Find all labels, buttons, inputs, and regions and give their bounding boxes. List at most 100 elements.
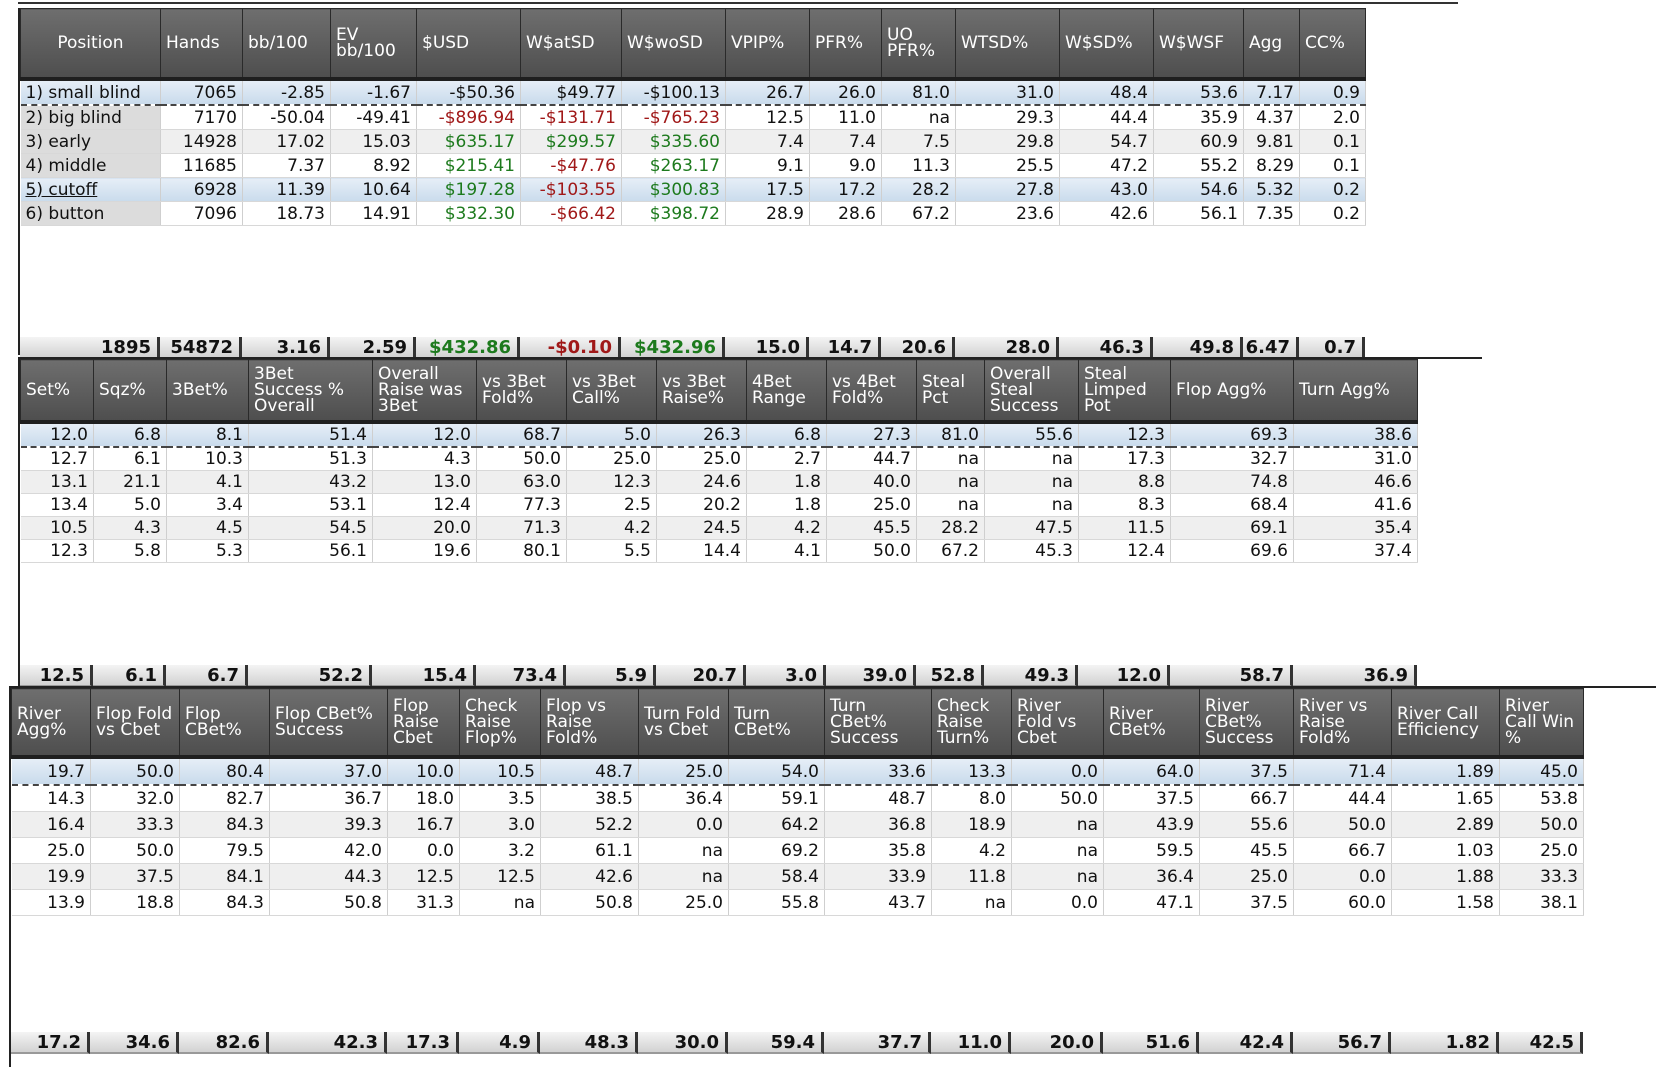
column-header-vs-3bet-call[interactable]: vs 3Bet Call% <box>566 359 657 424</box>
table-cell: 38.5 <box>540 785 639 812</box>
table-row[interactable]: 12.3 5.8 5.3 56.1 19.6 80.1 5.5 14.4 4.1 50.0 67.2… <box>20 539 1418 563</box>
table-cell: 12.4 <box>1078 539 1171 563</box>
column-header-hands[interactable]: Hands <box>160 8 243 81</box>
table-row[interactable]: 25.0 50.0 79.5 42.0 0.0 3.2 61.1 na 69.2 35.8 4.2 n… <box>11 837 1584 864</box>
total-cell: 3.0 <box>746 665 826 687</box>
table-cell: 66.7 <box>1199 785 1294 812</box>
column-header-wtsd[interactable]: WTSD% <box>955 8 1060 81</box>
column-header-river-call-efficiency[interactable]: River Call Efficiency <box>1391 688 1500 759</box>
column-header-pfr[interactable]: PFR% <box>809 8 882 81</box>
window-top-border <box>18 2 1458 4</box>
column-header-vs-3bet-fold[interactable]: vs 3Bet Fold% <box>476 359 567 424</box>
table-row[interactable]: 10.5 4.3 4.5 54.5 20.0 71.3 4.2 24.5 4.2 45.5 28.2… <box>20 516 1418 540</box>
table-cell: 16.7 <box>387 811 460 838</box>
column-header-overall-raise-was-3bet[interactable]: Overall Raise was 3Bet <box>372 359 477 424</box>
column-header-steal-pct[interactable]: Steal Pct <box>916 359 985 424</box>
table-cell: 71.4 <box>1293 757 1392 786</box>
column-header-turn-fold-vs-cbet[interactable]: Turn Fold vs Cbet <box>638 688 729 759</box>
column-header-flop-raise-cbet[interactable]: Flop Raise Cbet <box>387 688 460 759</box>
column-header-set[interactable]: Set% <box>20 359 94 424</box>
column-header-check-raise-turn[interactable]: Check Raise Turn% <box>931 688 1012 759</box>
column-header-w-sd[interactable]: W$SD% <box>1059 8 1154 81</box>
column-header-turn-cbet[interactable]: Turn CBet% <box>728 688 825 759</box>
column-header-overall-steal-success[interactable]: Overall Steal Success <box>984 359 1079 424</box>
table-cell: 44.7 <box>826 447 917 471</box>
table-cell: 41.6 <box>1293 493 1418 517</box>
table-cell: 13.9 <box>11 889 91 916</box>
column-header-w-wosd[interactable]: W$woSD <box>621 8 726 81</box>
total-cell: $432.96 <box>621 337 725 359</box>
table-cell: 0.1 <box>1299 129 1366 154</box>
table-cell: 16.4 <box>11 811 91 838</box>
table-cell: 43.7 <box>824 889 932 916</box>
table-cell: 11.5 <box>1078 516 1171 540</box>
table-cell: 64.0 <box>1103 757 1200 786</box>
column-header-vs-3bet-raise[interactable]: vs 3Bet Raise% <box>656 359 747 424</box>
column-header-river-call-win[interactable]: River Call Win % <box>1499 688 1584 759</box>
column-header-position[interactable]: Position <box>20 8 161 81</box>
table-row[interactable]: 2) big blind 7170 -50.04 -49.41 -$896.94 -$13… <box>20 105 1366 130</box>
column-header-check-raise-flop[interactable]: Check Raise Flop% <box>459 688 541 759</box>
column-header-4bet-range[interactable]: 4Bet Range <box>746 359 827 424</box>
table-cell: 37.4 <box>1293 539 1418 563</box>
table-row[interactable]: 5) cutoff 6928 11.39 10.64 $197.28 -$103.55 $3… <box>20 177 1366 202</box>
column-header-ev-bb-100[interactable]: EV bb/100 <box>330 8 417 81</box>
column-header-usd[interactable]: $USD <box>416 8 521 81</box>
column-header-flop-vs-raise-fold[interactable]: Flop vs Raise Fold% <box>540 688 639 759</box>
table-cell: 28.2 <box>916 516 985 540</box>
column-header-river-cbet-success[interactable]: River CBet% Success <box>1199 688 1294 759</box>
total-cell: 15.0 <box>725 337 809 359</box>
column-header-flop-agg[interactable]: Flop Agg% <box>1170 359 1294 424</box>
table-row[interactable]: 13.1 21.1 4.1 43.2 13.0 63.0 12.3 24.6 1.8 40.0 na… <box>20 470 1418 494</box>
table-row[interactable]: 13.9 18.8 84.3 50.8 31.3 na 50.8 25.0 55.8 43.7 na… <box>11 889 1584 916</box>
table-cell: 50.0 <box>1011 785 1104 812</box>
column-header-w-wsf[interactable]: W$WSF <box>1153 8 1244 81</box>
table-cell: 12.0 <box>20 422 94 448</box>
table-cell: $263.17 <box>621 153 726 178</box>
column-header-sqz[interactable]: Sqz% <box>93 359 167 424</box>
column-header-turn-agg[interactable]: Turn Agg% <box>1293 359 1418 424</box>
total-cell: 12.5 <box>20 665 93 687</box>
total-cell: 54872 <box>160 337 242 359</box>
column-header-agg[interactable]: Agg <box>1243 8 1300 81</box>
column-header-flop-cbet-success[interactable]: Flop CBet% Success <box>269 688 388 759</box>
position-stats-table: Position Hands bb/100 EV bb/100 $USD W$atSD W$… <box>20 8 1366 226</box>
table-cell: 28.9 <box>725 201 810 226</box>
column-header-flop-cbet[interactable]: Flop CBet% <box>179 688 270 759</box>
column-header-3bet-success-overall[interactable]: 3Bet Success % Overall <box>248 359 373 424</box>
table-row[interactable]: 12.0 6.8 8.1 51.4 12.0 68.7 5.0 26.3 6.8 27.3 81.0… <box>20 422 1418 448</box>
column-header-cc[interactable]: CC% <box>1299 8 1366 81</box>
table-row[interactable]: 12.7 6.1 10.3 51.3 4.3 50.0 25.0 25.0 2.7 44.7 na n… <box>20 447 1418 471</box>
table-row[interactable]: 19.9 37.5 84.1 44.3 12.5 12.5 42.6 na 58.4 33.9 11… <box>11 863 1584 890</box>
column-header-flop-fold-vs-cbet[interactable]: Flop Fold vs Cbet <box>90 688 180 759</box>
column-header-3bet[interactable]: 3Bet% <box>166 359 249 424</box>
table-cell: 1.8 <box>746 493 827 517</box>
table-cell: 12.3 <box>20 539 94 563</box>
column-header-river-vs-raise-fold[interactable]: River vs Raise Fold% <box>1293 688 1392 759</box>
table-row[interactable]: 4) middle 11685 7.37 8.92 $215.41 -$47.76 $263… <box>20 153 1366 178</box>
table-cell: -$131.71 <box>520 105 622 130</box>
table-cell: 1.8 <box>746 470 827 494</box>
table-row[interactable]: 19.7 50.0 80.4 37.0 10.0 10.5 48.7 25.0 54.0 33.6… <box>11 757 1584 786</box>
table-row[interactable]: 14.3 32.0 82.7 36.7 18.0 3.5 38.5 36.4 59.1 48.7 8… <box>11 785 1584 812</box>
table-cell: 43.9 <box>1103 811 1200 838</box>
table-row[interactable]: 1) small blind 7065 -2.85 -1.67 -$50.36 $49.7… <box>20 79 1366 106</box>
column-header-turn-cbet-success[interactable]: Turn CBet% Success <box>824 688 932 759</box>
column-header-vs-4bet-fold[interactable]: vs 4Bet Fold% <box>826 359 917 424</box>
column-header-w-atsd[interactable]: W$atSD <box>520 8 622 81</box>
table-row[interactable]: 13.4 5.0 3.4 53.1 12.4 77.3 2.5 20.2 1.8 25.0 na na… <box>20 493 1418 517</box>
column-header-river-fold-vs-cbet[interactable]: River Fold vs Cbet <box>1011 688 1104 759</box>
column-header-vpip[interactable]: VPIP% <box>725 8 810 81</box>
column-header-steal-limped-pot[interactable]: Steal Limped Pot <box>1078 359 1171 424</box>
column-header-river-cbet[interactable]: River CBet% <box>1103 688 1200 759</box>
column-header-river-agg[interactable]: River Agg% <box>11 688 91 759</box>
table-row[interactable]: 3) early 14928 17.02 15.03 $635.17 $299.57 $33… <box>20 129 1366 154</box>
table-row[interactable]: 6) button 7096 18.73 14.91 $332.30 -$66.42 $39… <box>20 201 1366 226</box>
table-row[interactable]: 16.4 33.3 84.3 39.3 16.7 3.0 52.2 0.0 64.2 36.8 18… <box>11 811 1584 838</box>
table-cell: 13.1 <box>20 470 94 494</box>
column-header-uo-pfr[interactable]: UO PFR% <box>881 8 956 81</box>
table-cell: 1.65 <box>1391 785 1500 812</box>
postflop-stats-totals-row: 17.2 34.6 82.6 42.3 17.3 4.9 48.3 30.0 59.4 37.7 1… <box>11 1032 1583 1054</box>
column-header-bb-100[interactable]: bb/100 <box>242 8 331 81</box>
table-cell: 8.92 <box>330 153 417 178</box>
